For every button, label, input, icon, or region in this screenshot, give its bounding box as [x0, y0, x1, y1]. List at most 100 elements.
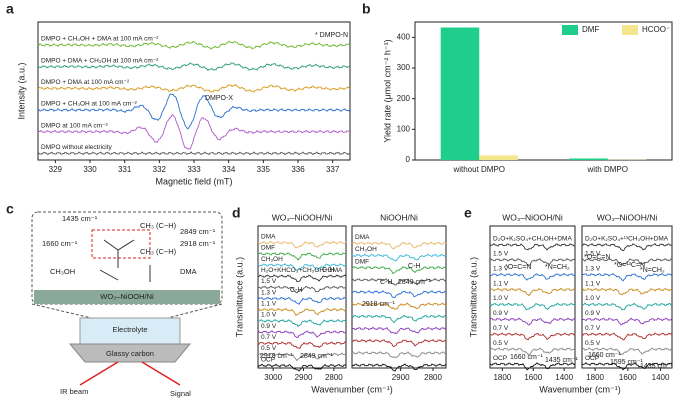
x-tick-label: 331: [118, 165, 132, 174]
series-label: H₂O+KHCO₃+CH₃OH+DMA: [261, 267, 343, 274]
y-axis-label: Transmittance (a.u.): [234, 257, 244, 337]
spectrum-curve: [351, 302, 447, 310]
carbon-label: Glassy carbon: [106, 349, 154, 358]
x-tick-label: 2800: [424, 373, 442, 382]
spectrum-curve: [351, 277, 447, 286]
series-label: DMA: [261, 233, 276, 240]
series-label: 1.3 V: [585, 265, 601, 272]
series-label: 1.5 V: [261, 278, 277, 285]
spectrum-curve: [581, 287, 673, 296]
series-label: DMF: [261, 245, 275, 252]
x-tick-label: 333: [187, 165, 201, 174]
series-label: 0.7 V: [493, 325, 509, 332]
plot-frame: [414, 21, 673, 161]
series-label: OCP: [261, 356, 275, 363]
series-label: 1.0 V: [585, 295, 601, 302]
y-tick-label: 400: [397, 32, 411, 41]
series-label: CH₃OH: [355, 246, 377, 253]
spectrum-curve: [257, 307, 347, 316]
series-label: DMF: [355, 258, 369, 265]
panel-letter: c: [6, 201, 14, 217]
series-label: 0.5 V: [585, 340, 601, 347]
x-tick-label: 335: [257, 165, 271, 174]
ir-path: [79, 361, 181, 386]
subplot-title: WO₃–NiOOH/Ni: [502, 212, 563, 222]
spectrum-curve: [257, 252, 347, 261]
spectrum-curve: [257, 363, 347, 372]
annotation: * DMPO-N: [315, 32, 348, 39]
group-label: CH₃ (C−H): [140, 221, 177, 230]
spectrum-curve: [258, 274, 347, 282]
spectrum-curve: [258, 240, 347, 249]
series-label: OCP: [493, 355, 507, 362]
molecule-bonds: [99, 239, 151, 282]
series-label: 0.7 V: [261, 334, 277, 341]
series-label: 1.1 V: [493, 280, 509, 287]
spectrum-curve: [37, 62, 351, 72]
beam-label: IR beam: [60, 387, 88, 396]
spectrum-curve: [351, 241, 447, 250]
annotation: *N=CH₂: [545, 264, 570, 271]
spectrum-curve: [581, 347, 673, 356]
series-label: 0.9 V: [493, 310, 509, 317]
y-axis-label: Yield rate (μmol cm⁻² h⁻¹): [382, 39, 392, 142]
peak-label: 1660 cm⁻¹: [42, 239, 78, 248]
x-tick-label: without DMPO: [452, 165, 505, 174]
spectrum-curve: [257, 352, 347, 362]
series-label: 0.5 V: [493, 340, 509, 347]
catalyst-layer: [34, 290, 220, 304]
series-label: 0.7 V: [585, 325, 601, 332]
series-label: 1.5 V: [493, 251, 509, 258]
peak-label: 2918 cm⁻¹: [180, 239, 216, 248]
signal-label: Signal: [170, 389, 191, 398]
spectrum-curve: [37, 83, 351, 93]
plot-frame: [351, 225, 447, 369]
spectrum-curve: [489, 317, 576, 326]
catalyst-label: WO₃–NiOOH/Ni: [100, 292, 154, 301]
y-tick-label: 0: [406, 155, 411, 164]
series-label: DMPO without electricity: [41, 144, 113, 151]
spectrum-curve: [351, 338, 447, 347]
annotation: 2918 cm⁻¹: [260, 353, 294, 360]
x-tick-label: 2800: [325, 373, 343, 382]
series-label: DMPO + DMA at 100 mA cm⁻²: [41, 79, 130, 86]
spectrum-curve: [581, 302, 673, 311]
panel-letter: d: [232, 205, 241, 221]
series-label: 1.1 V: [261, 300, 277, 307]
series-label: DMPO at 100 mA cm⁻²: [41, 122, 108, 129]
series-label: 0.9 V: [585, 310, 601, 317]
annotation: 1660 cm⁻¹: [588, 352, 622, 359]
group-label: CH₃ (C−H): [140, 247, 177, 256]
y-tick-label: 200: [397, 94, 411, 103]
x-axis-label: Wavenumber (cm⁻¹): [311, 384, 392, 394]
subplot-title: NiOOH/Ni: [380, 212, 418, 222]
spectrum-curve: [351, 265, 447, 275]
bar: [479, 155, 518, 160]
spectrum-curve: [257, 263, 347, 271]
prism: [68, 343, 192, 363]
series-label: 1.5 V: [585, 251, 601, 258]
spectrum-curve: [351, 290, 447, 299]
x-tick-label: 1400: [652, 373, 670, 382]
x-tick-label: 334: [222, 165, 236, 174]
panel-letter: b: [362, 1, 371, 17]
spectrum-curve: [37, 93, 351, 130]
x-tick-label: 1800: [586, 373, 604, 382]
x-tick-label: 337: [326, 165, 340, 174]
annotation: C-H: [322, 267, 334, 274]
spectrum-curve: [489, 362, 576, 371]
highlight-box: [91, 229, 151, 259]
annotation: 1595 cm⁻¹: [610, 359, 644, 366]
subplot-title: WO₃–NiOOH/Ni: [597, 212, 658, 222]
spectrum-curve: [581, 362, 673, 371]
x-tick-label: 3000: [264, 373, 282, 382]
spectrum-curve: [37, 114, 351, 150]
spectrum-curve: [257, 341, 347, 349]
spectrum-curve: [489, 272, 576, 281]
spectrum-curve: [37, 40, 351, 50]
spectrum-curve: [351, 363, 447, 372]
series-label: DMPO + CH₃OH + DMA at 100 mA cm⁻²: [41, 36, 159, 43]
spectrum-curve: [351, 326, 447, 335]
x-tick-label: 332: [153, 165, 167, 174]
